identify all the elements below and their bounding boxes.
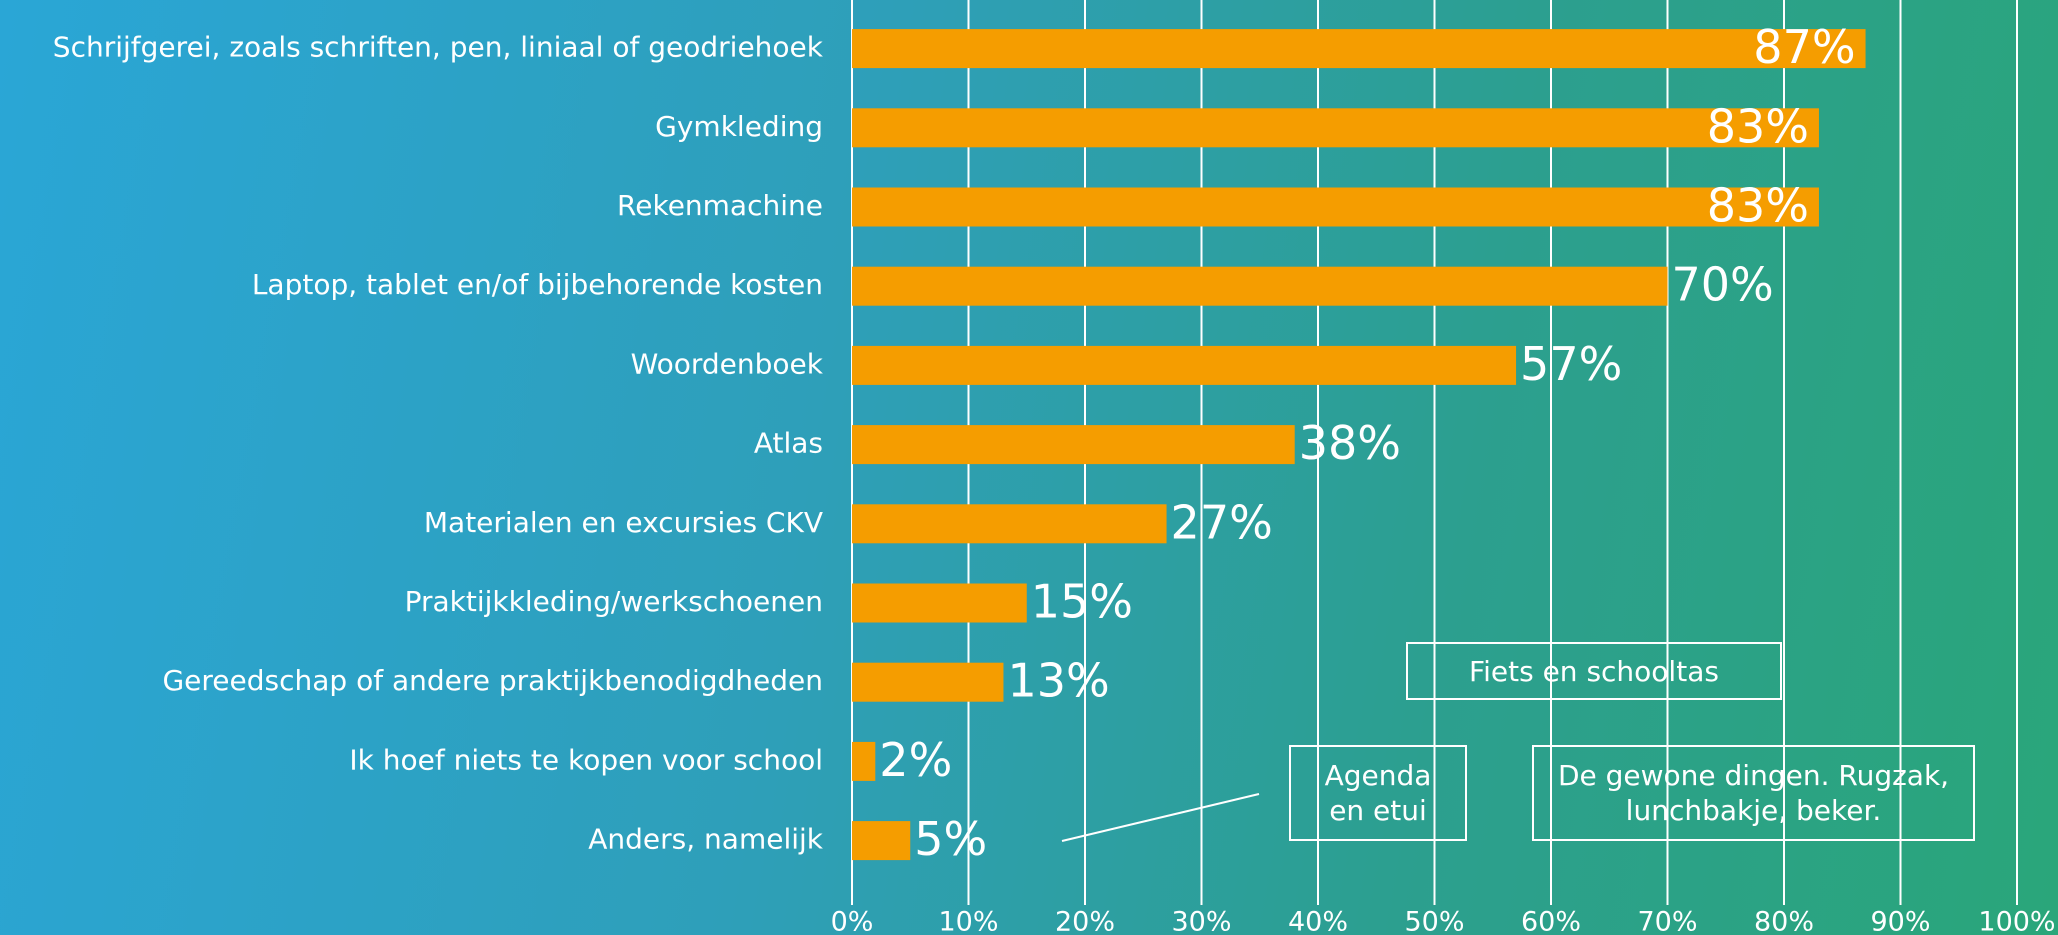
bar xyxy=(852,29,1866,69)
bar xyxy=(852,821,911,861)
bar xyxy=(852,425,1295,465)
category-label: Praktijkkleding/werkschoenen xyxy=(405,585,823,618)
category-label: Schrijfgerei, zoals schriften, pen, lini… xyxy=(53,31,824,64)
x-tick-label: 80% xyxy=(1754,907,1814,935)
annotation: Agenda en etui xyxy=(1289,745,1467,841)
x-tick-label: 20% xyxy=(1055,907,1115,935)
x-tick-label: 60% xyxy=(1521,907,1581,935)
x-tick-label: 90% xyxy=(1870,907,1930,935)
value-label: 13% xyxy=(1007,654,1109,708)
category-label: Ik hoef niets te kopen voor school xyxy=(349,743,823,776)
value-label: 5% xyxy=(914,812,987,866)
annotation: Fiets en schooltas xyxy=(1406,642,1782,700)
value-label: 2% xyxy=(879,733,952,787)
category-label: Woordenboek xyxy=(631,347,824,380)
value-label: 15% xyxy=(1031,575,1133,629)
category-label: Materialen en excursies CKV xyxy=(424,506,823,539)
bar xyxy=(852,504,1167,544)
value-label: 87% xyxy=(1753,20,1855,74)
x-tick-label: 30% xyxy=(1171,907,1231,935)
bar xyxy=(852,662,1004,702)
category-label: Gereedschap of andere praktijkbenodigdhe… xyxy=(162,664,823,697)
bar xyxy=(852,345,1517,385)
value-label: 27% xyxy=(1171,495,1273,549)
bar xyxy=(852,583,1027,623)
value-label: 83% xyxy=(1707,99,1809,153)
category-label: Gymkleding xyxy=(655,110,823,143)
annotation: De gewone dingen. Rugzak, lunchbakje, be… xyxy=(1532,745,1975,841)
x-tick-label: 0% xyxy=(831,907,874,935)
category-label: Anders, namelijk xyxy=(588,823,824,856)
category-label: Rekenmachine xyxy=(617,189,823,222)
x-tick-label: 40% xyxy=(1288,907,1348,935)
bar xyxy=(852,266,1668,306)
value-label: 57% xyxy=(1520,337,1622,391)
value-label: 70% xyxy=(1672,258,1774,312)
category-label: Atlas xyxy=(754,427,823,460)
x-tick-label: 10% xyxy=(938,907,998,935)
x-tick-label: 70% xyxy=(1637,907,1697,935)
bar xyxy=(852,741,876,781)
x-tick-label: 50% xyxy=(1404,907,1464,935)
x-tick-label: 100% xyxy=(1978,907,2055,935)
bar xyxy=(852,187,1819,227)
pointer-line xyxy=(1061,793,1260,842)
category-label: Laptop, tablet en/of bijbehorende kosten xyxy=(252,268,823,301)
bar xyxy=(852,108,1819,148)
value-label: 38% xyxy=(1299,416,1401,470)
value-label: 83% xyxy=(1707,179,1809,233)
